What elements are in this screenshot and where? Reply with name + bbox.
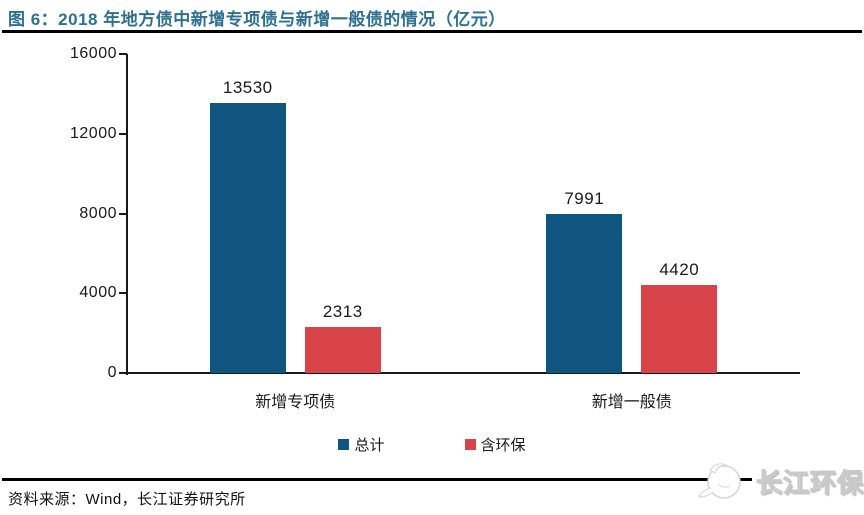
- x-category-label: 新增一般债: [591, 394, 672, 411]
- y-axis-tick-mark: [119, 132, 127, 135]
- legend-item: 总计: [338, 434, 385, 455]
- y-axis-tick-mark: [119, 372, 127, 374]
- legend-label: 含环保: [480, 437, 526, 454]
- y-axis-tick-label: 4000: [79, 284, 117, 302]
- brand-name: 长江环保: [752, 460, 864, 502]
- bar-value-label: 7991: [564, 188, 605, 208]
- title-divider: [2, 30, 862, 33]
- x-category-label: 新增专项债: [255, 394, 336, 411]
- brand-watermark: 长江环保: [694, 450, 864, 513]
- bar-含环保-新增一般债: [641, 284, 718, 373]
- y-axis-tick-mark: [119, 292, 127, 295]
- y-axis-tick-mark: [119, 53, 127, 55]
- y-axis-tick-mark: [119, 212, 127, 215]
- bar-value-label: 13530: [222, 78, 273, 98]
- legend-swatch-icon: [338, 439, 350, 450]
- y-axis-line: [126, 54, 128, 375]
- y-axis-tick-label: 0: [107, 364, 117, 381]
- x-axis-line: [127, 372, 800, 374]
- legend-swatch-icon: [464, 439, 476, 450]
- y-axis-tick-label: 12000: [70, 124, 117, 142]
- figure-title: 图 6：2018 年地方债中新增专项债与新增一般债的情况（亿元）: [8, 10, 506, 29]
- bar-value-label: 4420: [659, 259, 700, 279]
- footer-divider: [2, 478, 862, 481]
- legend-label: 总计: [354, 437, 385, 454]
- y-axis-tick-label: 8000: [79, 204, 117, 222]
- dolphin-logo-icon: [694, 450, 752, 513]
- y-axis-tick-label: 16000: [70, 45, 117, 62]
- bar-value-label: 2313: [322, 301, 363, 321]
- legend-item: 含环保: [464, 434, 526, 455]
- bar-含环保-新增专项债: [304, 326, 381, 373]
- source-note: 资料来源：Wind，长江证券研究所: [8, 491, 246, 508]
- bar-总计-新增专项债: [209, 103, 286, 373]
- bar-总计-新增一般债: [546, 213, 623, 373]
- chart-legend: 总计 含环保: [0, 434, 864, 455]
